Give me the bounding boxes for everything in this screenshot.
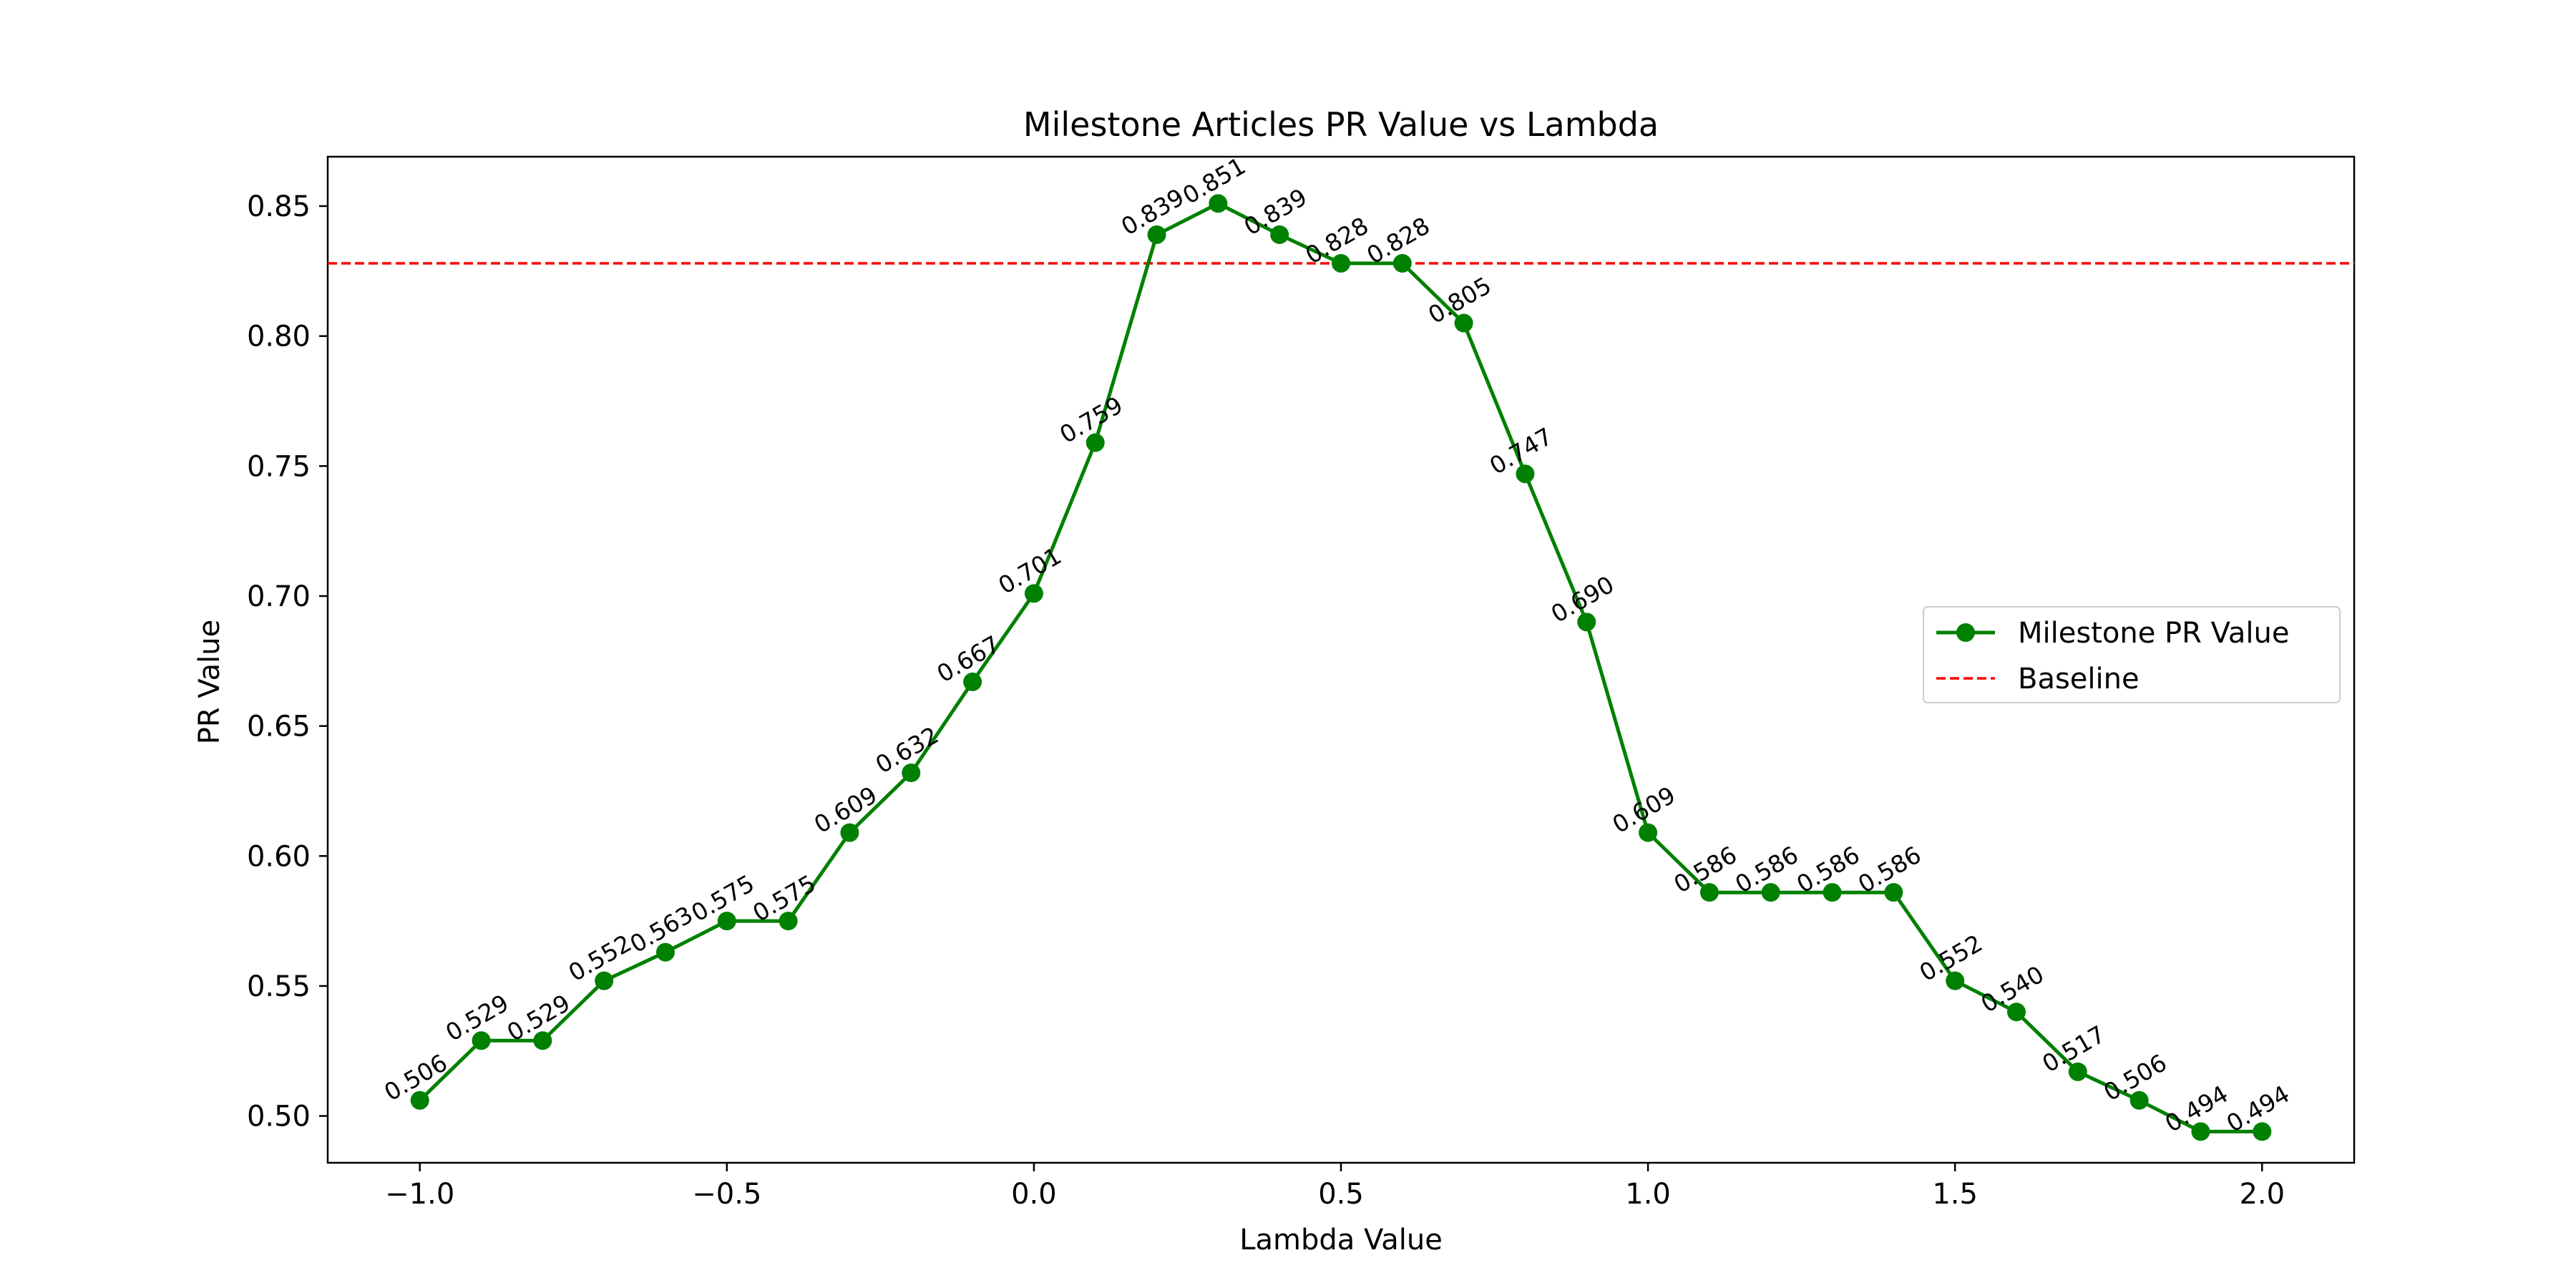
y-tick-label: 0.70 [247,580,311,613]
data-point [472,1031,491,1050]
data-point [410,1091,429,1110]
data-point [1884,883,1903,902]
data-point [1024,584,1043,603]
x-tick-label: 1.5 [1932,1178,1978,1211]
y-tick-label: 0.75 [247,450,311,483]
y-tick-label: 0.55 [247,970,311,1003]
x-tick-label: −0.5 [692,1178,761,1211]
data-point [963,672,982,691]
x-tick-label: 0.0 [1011,1178,1057,1211]
data-point [2007,1002,2026,1022]
data-point [1085,433,1105,452]
y-tick-label: 0.50 [247,1101,311,1133]
x-tick-label: 0.5 [1318,1178,1364,1211]
x-tick-label: 2.0 [2239,1178,2285,1211]
data-point [2191,1122,2210,1141]
data-point [1209,194,1228,213]
data-point [840,823,859,842]
x-tick-label: 1.0 [1625,1178,1671,1211]
data-point [2068,1062,2087,1081]
y-tick-label: 0.60 [247,840,311,873]
data-point [1270,225,1289,244]
data-point [1147,225,1166,244]
y-tick-label: 0.65 [247,711,311,743]
data-point [2129,1091,2149,1110]
legend-marker-sample [1956,623,1975,642]
data-point [717,912,736,931]
y-tick-label: 0.85 [247,190,311,223]
legend-label: Baseline [2018,663,2140,696]
x-axis-label: Lambda Value [1239,1224,1443,1257]
data-point [1516,464,1535,484]
legend-label: Milestone PR Value [2018,617,2290,650]
data-point [656,942,675,962]
data-point [902,763,921,783]
legend: Milestone PR Value Baseline [1923,606,2341,703]
data-point [1392,253,1412,273]
y-axis-label: PR Value [193,620,226,744]
data-point [1639,823,1658,842]
chart-title: Milestone Articles PR Value vs Lambda [1023,105,1659,144]
data-point [1699,883,1719,902]
data-point [595,971,614,990]
data-point [1823,883,1842,902]
y-tick-label: 0.80 [247,321,311,353]
data-point [1454,313,1473,333]
legend-box [1923,606,2341,703]
data-point [1332,253,1350,273]
data-point [2253,1122,2272,1141]
data-point [533,1031,552,1050]
data-point [1761,883,1780,902]
x-tick-label: −1.0 [385,1178,454,1211]
data-point [1577,613,1596,632]
data-point [1946,971,1965,990]
data-point [779,912,798,931]
